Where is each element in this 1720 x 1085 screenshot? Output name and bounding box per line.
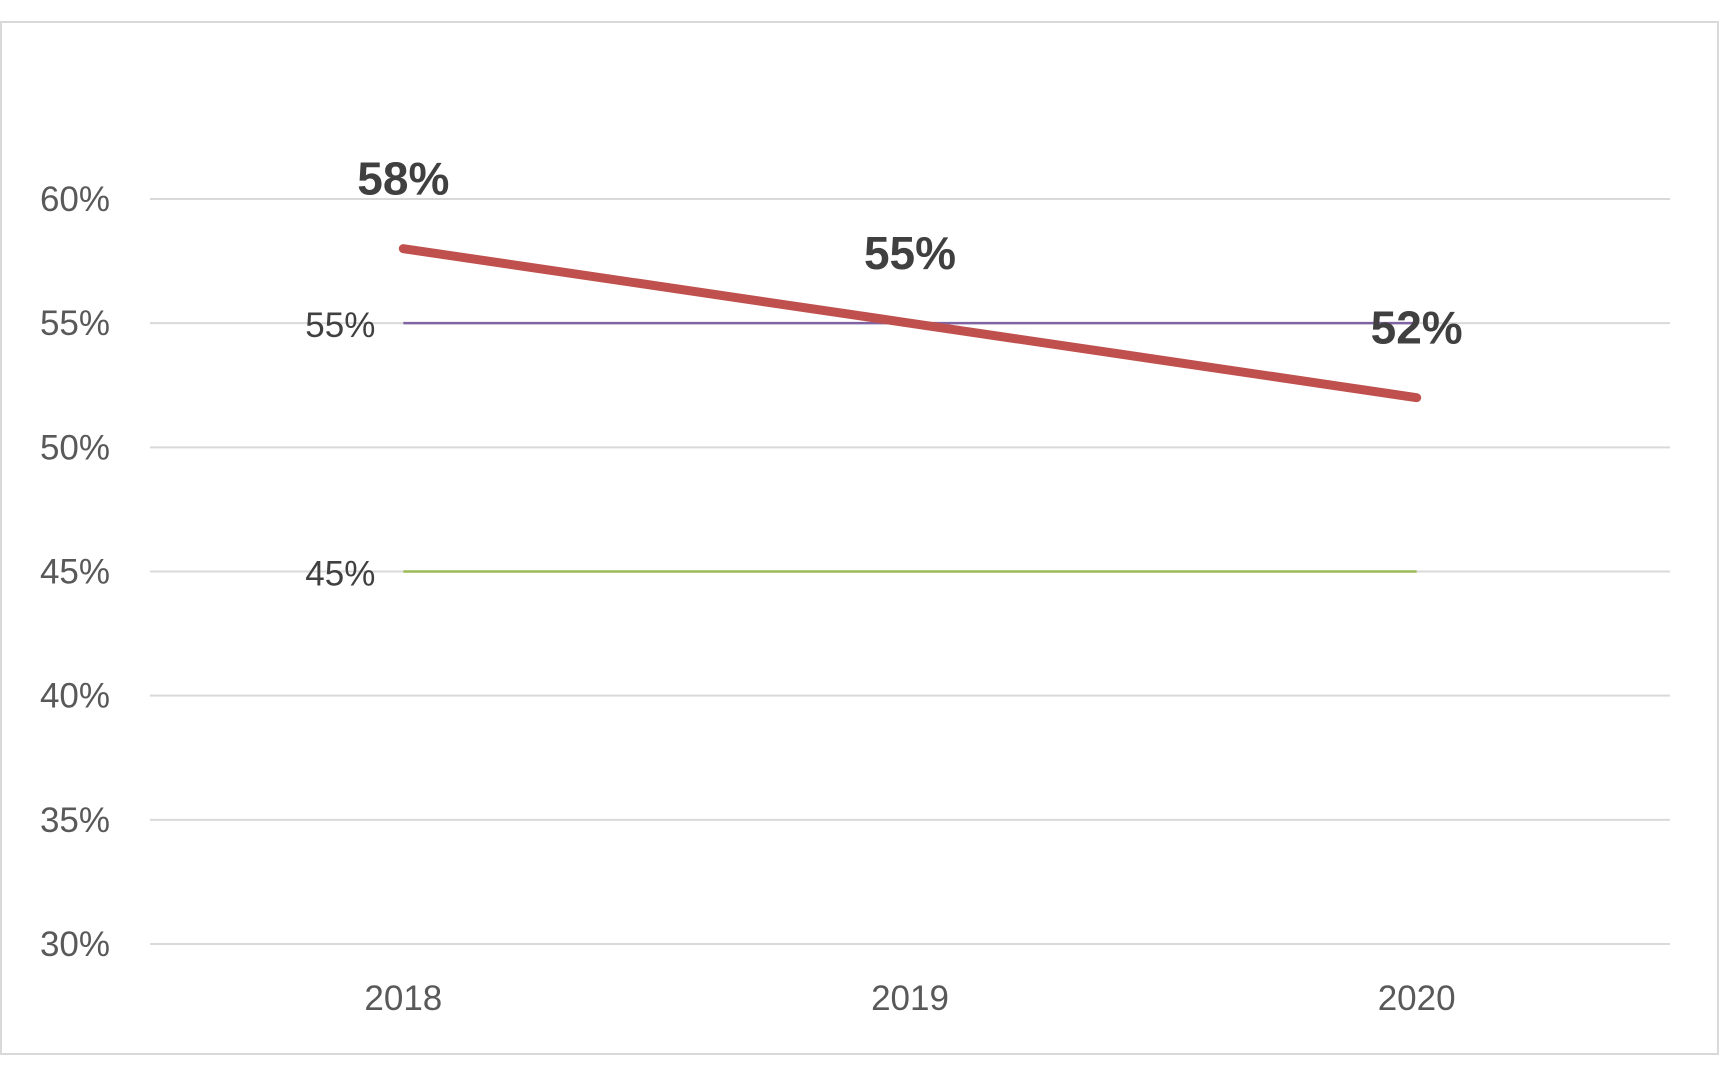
x-tick-label: 2018: [364, 979, 442, 1018]
data-label: 52%: [1371, 302, 1463, 354]
y-tick-label: 30%: [40, 925, 110, 964]
chart-border: [1, 22, 1718, 1054]
reference-line-label: 45%: [305, 555, 375, 594]
data-label: 55%: [864, 227, 956, 279]
x-tick-label: 2019: [871, 979, 949, 1018]
y-tick-label: 60%: [40, 180, 110, 219]
y-tick-label: 55%: [40, 304, 110, 343]
y-tick-label: 40%: [40, 677, 110, 716]
y-tick-label: 35%: [40, 801, 110, 840]
x-tick-label: 2020: [1378, 979, 1456, 1018]
data-label: 58%: [357, 153, 449, 205]
y-tick-label: 45%: [40, 553, 110, 592]
y-tick-label: 50%: [40, 428, 110, 467]
reference-line-label: 55%: [305, 306, 375, 345]
